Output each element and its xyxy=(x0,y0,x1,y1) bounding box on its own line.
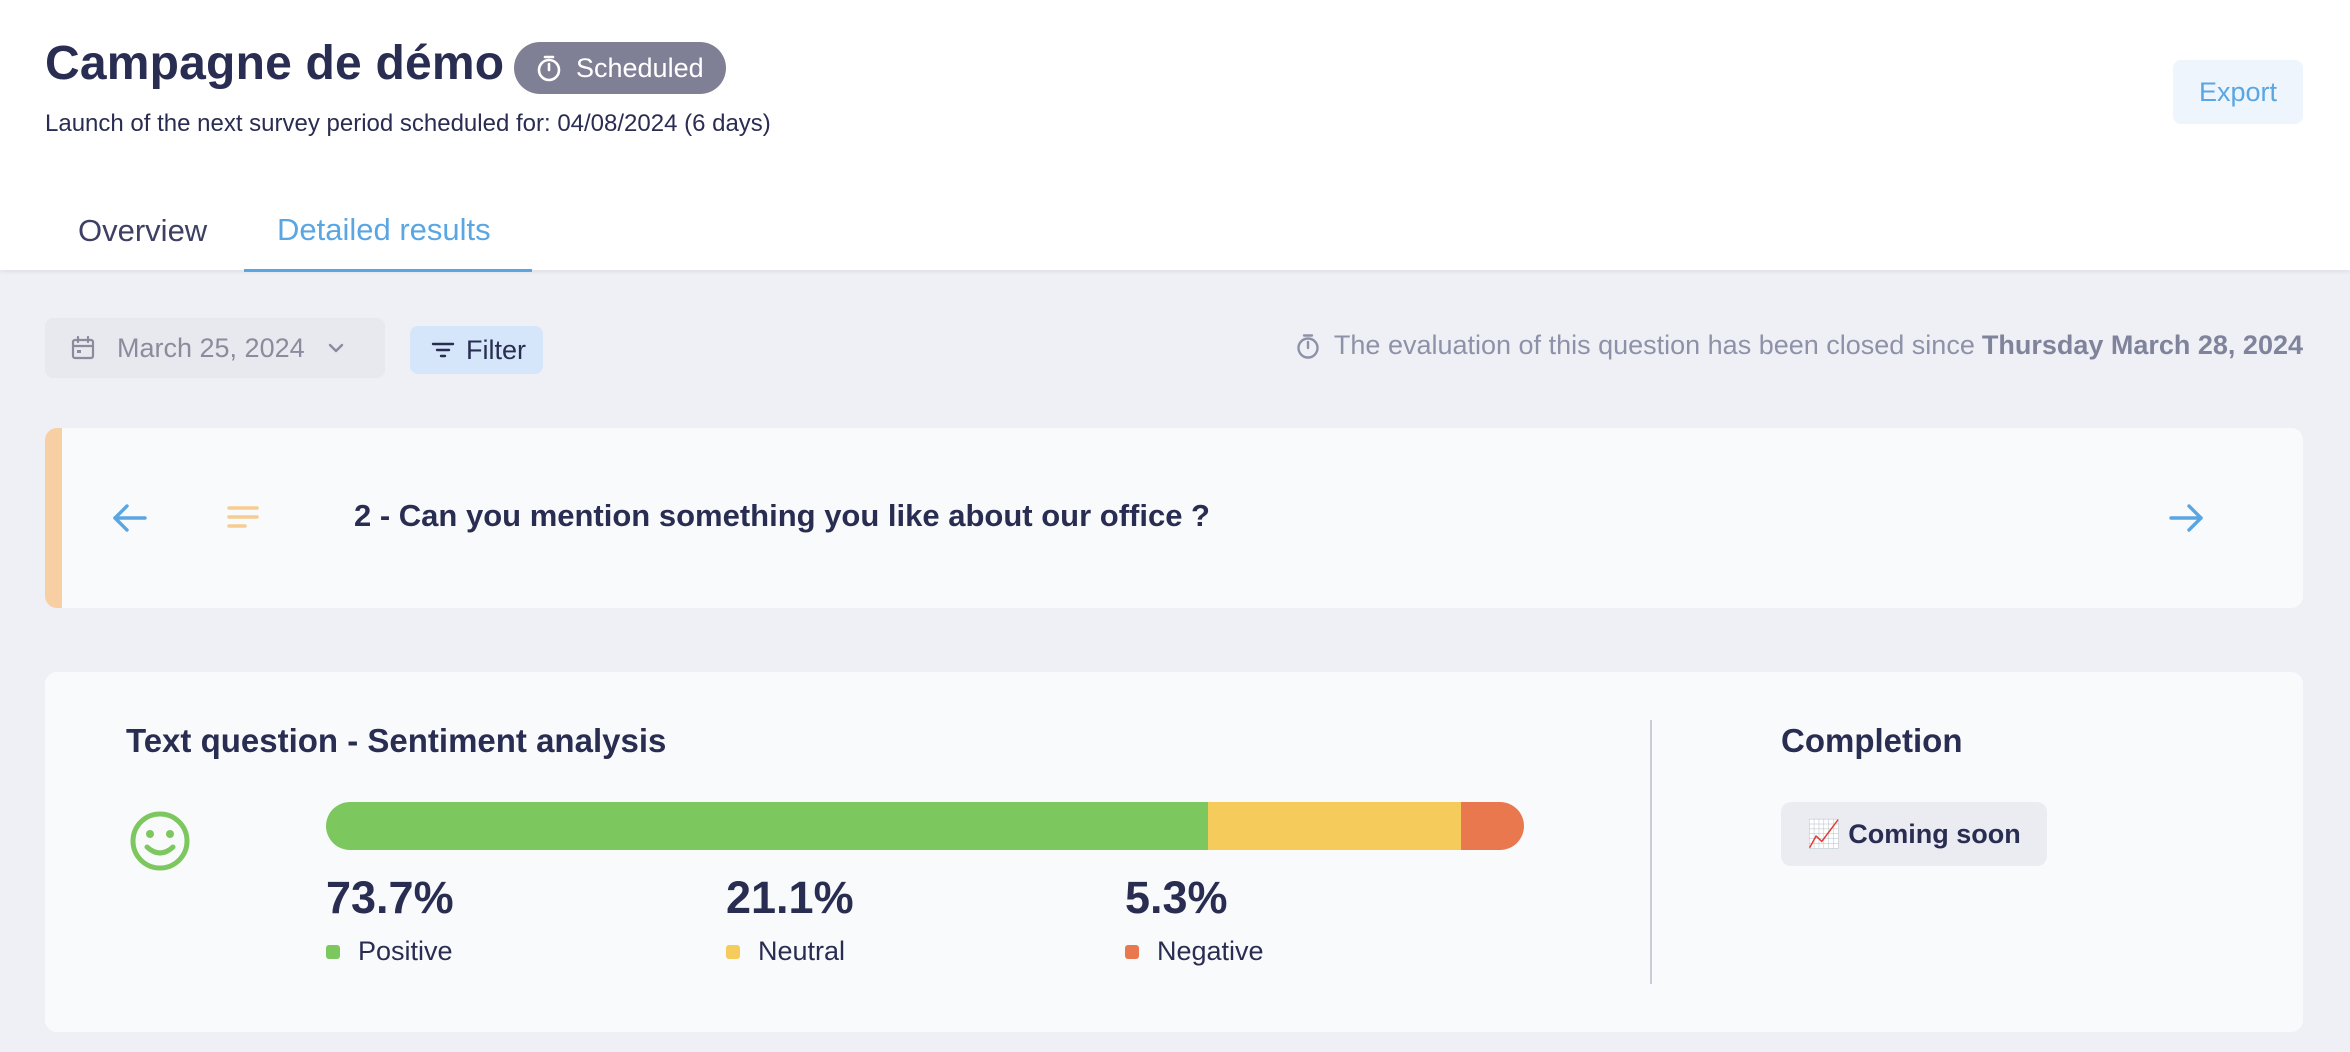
tab-bar: Overview Detailed results xyxy=(0,190,532,272)
sentiment-stat-negative: 5.3% Negative xyxy=(1125,872,1264,967)
question-card: 2 - Can you mention something you like a… xyxy=(45,428,2303,608)
legend-dot xyxy=(326,944,340,959)
question-type-stripe xyxy=(45,428,62,608)
results-card: Text question - Sentiment analysis 73.7%… xyxy=(45,672,2303,1032)
completion-section-title: Completion xyxy=(1781,722,1963,759)
coming-soon-badge: 📈 Coming soon xyxy=(1781,802,2047,866)
sentiment-stat-neutral: 21.1% Neutral xyxy=(726,872,854,967)
filter-button[interactable]: Filter xyxy=(410,326,543,374)
arrow-left-icon xyxy=(113,504,147,532)
chevron-down-icon xyxy=(325,337,347,359)
question-text: 2 - Can you mention something you like a… xyxy=(354,498,1210,533)
sentiment-bar xyxy=(326,802,1524,850)
sentiment-bar-neutral xyxy=(1208,802,1461,850)
page-header: Campagne de démo Scheduled Launch of the… xyxy=(0,0,2350,272)
sentiment-stat-positive: 73.7% Positive xyxy=(326,872,454,967)
export-button[interactable]: Export xyxy=(2173,60,2303,124)
date-picker-value: March 25, 2024 xyxy=(117,332,305,363)
arrow-right-icon xyxy=(2169,504,2203,532)
date-picker[interactable]: March 25, 2024 xyxy=(45,318,385,378)
tab-detailed-results[interactable]: Detailed results xyxy=(244,190,532,272)
tab-overview[interactable]: Overview xyxy=(78,213,208,248)
closed-notice-date: Thursday March 28, 2024 xyxy=(1981,330,2303,360)
legend-dot xyxy=(726,944,740,959)
stat-legend: Positive xyxy=(326,936,454,967)
schedule-subtitle: Launch of the next survey period schedul… xyxy=(45,110,771,137)
stat-label: Negative xyxy=(1157,936,1264,966)
closed-notice: The evaluation of this question has been… xyxy=(1294,330,2303,361)
next-question-button[interactable] xyxy=(2165,498,2209,538)
closed-notice-text: The evaluation of this question has been… xyxy=(1333,330,1975,360)
stat-percentage: 73.7% xyxy=(326,872,454,923)
stat-percentage: 21.1% xyxy=(726,872,854,923)
sentiment-bar-positive xyxy=(326,802,1209,850)
stat-label: Positive xyxy=(358,936,453,966)
stat-percentage: 5.3% xyxy=(1125,872,1228,923)
stat-legend: Neutral xyxy=(726,936,854,967)
timer-icon xyxy=(1294,332,1322,360)
filter-label: Filter xyxy=(466,334,526,365)
sentiment-section-title: Text question - Sentiment analysis xyxy=(126,722,667,759)
timer-icon xyxy=(534,53,564,83)
section-divider xyxy=(1650,720,1652,984)
text-question-icon xyxy=(223,498,263,538)
filter-icon xyxy=(430,337,456,363)
stat-label: Neutral xyxy=(758,936,846,966)
legend-dot xyxy=(1125,944,1139,959)
previous-question-button[interactable] xyxy=(107,498,151,538)
sentiment-bar-negative xyxy=(1460,802,1524,850)
calendar-icon xyxy=(69,334,97,362)
status-badge: Scheduled xyxy=(514,42,726,94)
stat-legend: Negative xyxy=(1125,936,1264,967)
page-title: Campagne de démo xyxy=(45,37,505,90)
smiley-icon xyxy=(128,809,192,873)
status-badge-label: Scheduled xyxy=(576,52,704,83)
